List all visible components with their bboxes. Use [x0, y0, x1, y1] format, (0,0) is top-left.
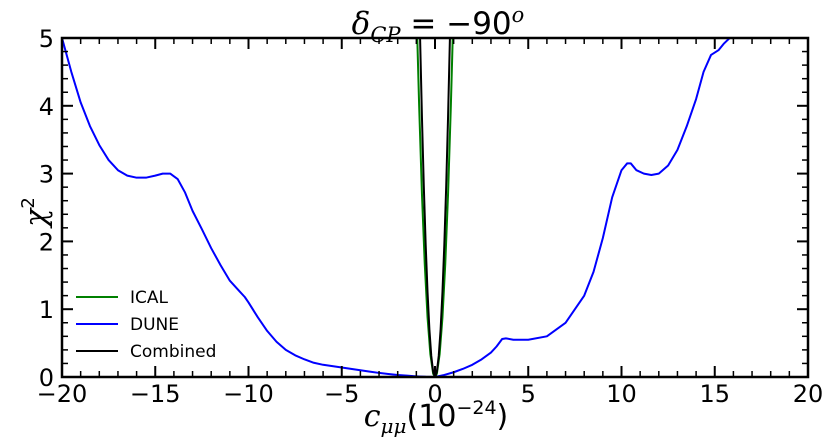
series-layer	[62, 38, 731, 377]
legend-label-dune: DUNE	[130, 315, 179, 335]
y-tick-label: 2	[39, 228, 54, 256]
x-tick-labels: −20 −15 −10 −5 0 5 10 15 20	[37, 380, 824, 408]
y-tick-label: 3	[39, 161, 54, 189]
y-tick-label: 0	[39, 364, 54, 392]
x-tick-label: 5	[521, 380, 536, 408]
x-tick-label: −10	[223, 380, 274, 408]
x-axis-label: cμμ(10−24)	[364, 397, 509, 438]
x-tick-label: 15	[699, 380, 730, 408]
x-tick-label: −15	[130, 380, 181, 408]
series-line-ical	[416, 38, 454, 377]
x-tick-label: 0	[427, 380, 442, 408]
y-tick-label: 1	[39, 296, 54, 324]
tick-layer	[61, 37, 809, 378]
series-line-combined	[419, 38, 451, 377]
x-tick-label: 20	[793, 380, 824, 408]
legend-label-ical: ICAL	[130, 288, 169, 308]
y-tick-label: 4	[39, 93, 54, 121]
series-line-dune	[62, 38, 731, 377]
y-tick-label: 5	[39, 25, 54, 53]
x-tick-label: 10	[606, 380, 637, 408]
legend-label-combined: Combined	[130, 342, 216, 362]
chart-title: δCP = −90o	[352, 3, 525, 47]
legend: ICAL DUNE Combined	[76, 288, 216, 362]
x-tick-label: −5	[324, 380, 359, 408]
x-tick-label: −20	[37, 380, 88, 408]
y-tick-labels: 0 1 2 3 4 5	[39, 25, 54, 392]
y-axis-label: χ2	[18, 197, 54, 229]
